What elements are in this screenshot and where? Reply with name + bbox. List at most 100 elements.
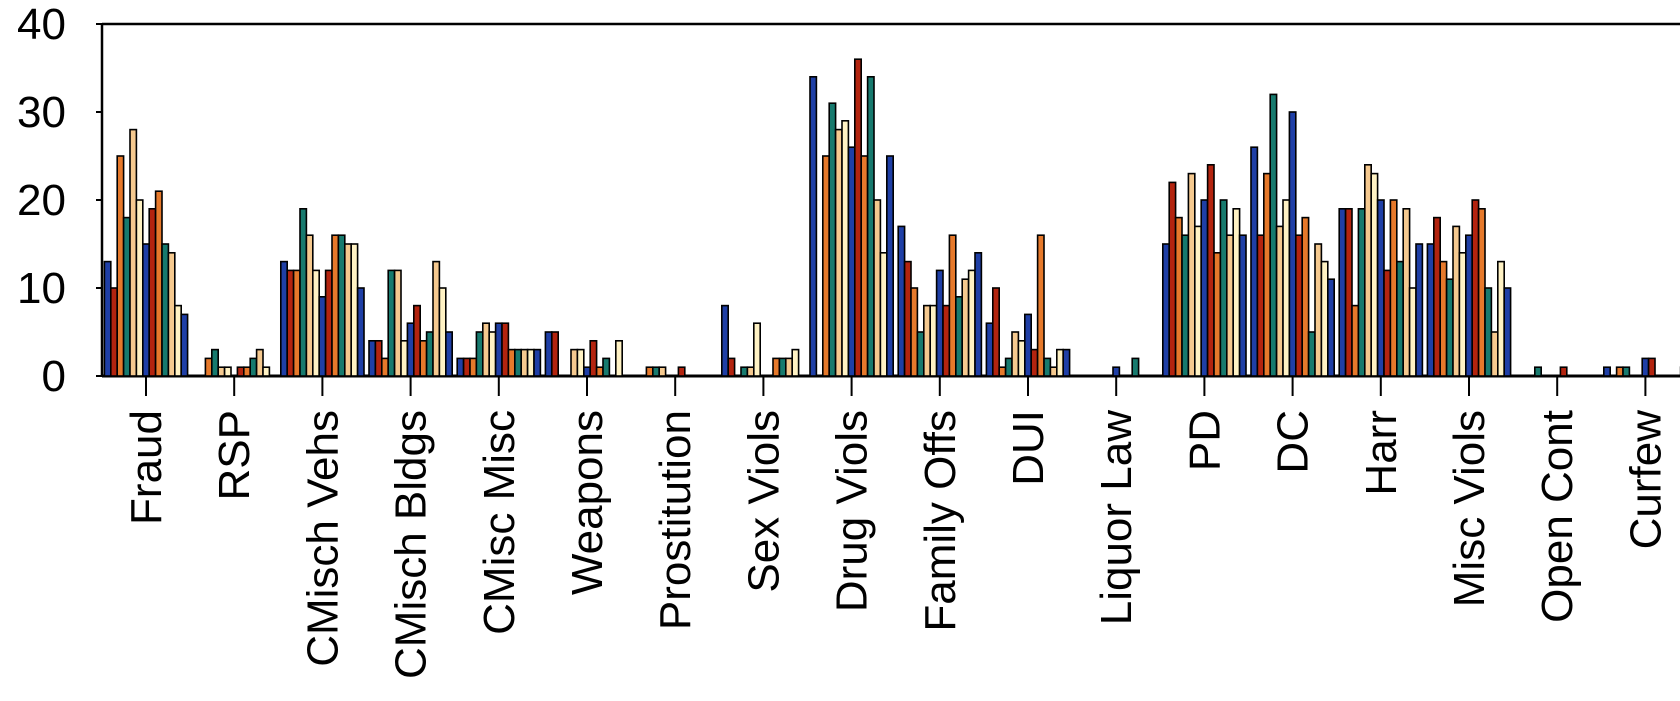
bar <box>1269 93 1278 377</box>
bar <box>1396 260 1405 377</box>
bar <box>772 357 781 377</box>
bar <box>475 331 484 377</box>
bar <box>1194 225 1203 377</box>
bar <box>967 269 976 377</box>
bar <box>494 322 503 377</box>
bar <box>1641 357 1650 377</box>
bar <box>343 243 352 377</box>
bar <box>1275 225 1284 377</box>
bar <box>299 208 308 377</box>
bar <box>942 304 951 377</box>
bar <box>1131 357 1140 377</box>
bar <box>1452 225 1461 377</box>
bar <box>866 76 875 377</box>
bar <box>935 269 944 377</box>
bar <box>1295 234 1304 377</box>
bar <box>432 260 441 377</box>
x-tick-label: Harr <box>1357 410 1406 496</box>
bar <box>1219 199 1228 377</box>
bar <box>438 287 447 377</box>
bar <box>161 243 170 377</box>
bar <box>885 155 894 377</box>
bar <box>1647 357 1656 377</box>
bar <box>469 357 478 377</box>
bar <box>834 128 843 377</box>
bar <box>501 322 510 377</box>
bar <box>1168 181 1177 377</box>
bar <box>1389 199 1398 377</box>
x-tick-label: DC <box>1269 410 1318 474</box>
bar <box>1049 366 1058 377</box>
bar <box>1320 260 1329 377</box>
bar <box>425 331 434 377</box>
bar <box>841 120 850 377</box>
bar <box>582 366 591 377</box>
bar <box>393 269 402 377</box>
bar <box>1615 366 1624 377</box>
bar <box>1370 172 1379 377</box>
bar <box>1250 146 1259 377</box>
x-tick-label: Weapons <box>563 410 612 595</box>
bar <box>1534 366 1543 377</box>
bar <box>305 234 314 377</box>
bar <box>1603 366 1612 377</box>
bar <box>129 128 138 377</box>
bar <box>740 366 749 377</box>
x-tick-label: PD <box>1180 410 1229 471</box>
bar <box>1024 313 1033 377</box>
bar <box>1497 260 1506 377</box>
bar <box>1314 243 1323 377</box>
bar <box>507 348 516 377</box>
bar <box>954 295 963 377</box>
bar <box>576 348 585 377</box>
bar <box>1465 234 1474 377</box>
x-tick-label: CMisc Misc <box>475 410 524 635</box>
bar <box>1062 348 1071 377</box>
bar <box>998 366 1007 377</box>
bar-group <box>103 58 1680 377</box>
bar <box>961 278 970 377</box>
bar <box>1256 234 1265 377</box>
bar <box>658 366 667 377</box>
bar <box>589 339 598 377</box>
bar <box>249 357 258 377</box>
bar <box>444 331 453 377</box>
bar <box>1477 208 1486 377</box>
bar <box>1036 234 1045 377</box>
bar <box>1445 278 1454 377</box>
bar <box>821 155 830 377</box>
x-tick-label: Sex Viols <box>739 410 788 593</box>
bar <box>570 348 579 377</box>
bar <box>167 252 176 377</box>
x-tick-label: DUI <box>1004 410 1053 486</box>
bar <box>1484 287 1493 377</box>
bar <box>412 304 421 377</box>
bar <box>602 357 611 377</box>
bar <box>456 357 465 377</box>
bar <box>727 357 736 377</box>
y-tick-label: 20 <box>17 176 66 225</box>
bar <box>1263 172 1272 377</box>
bar <box>916 331 925 377</box>
bar <box>1206 164 1215 377</box>
x-tick-label: Prostitution <box>651 410 700 630</box>
bar <box>148 208 157 377</box>
bar <box>677 366 686 377</box>
bar <box>903 260 912 377</box>
bar <box>103 260 112 377</box>
bar <box>1226 234 1235 377</box>
x-tick-label: Open Cont <box>1533 410 1582 623</box>
bar <box>255 348 264 377</box>
bar <box>1327 278 1336 377</box>
bar <box>116 155 125 377</box>
bar <box>929 304 938 377</box>
bar <box>318 295 327 377</box>
bar <box>236 366 245 377</box>
bar <box>1162 243 1171 377</box>
bar <box>948 234 957 377</box>
bar <box>174 304 183 377</box>
bar <box>243 366 252 377</box>
bar <box>1232 208 1241 377</box>
bar <box>922 304 931 377</box>
bar <box>1338 208 1347 377</box>
